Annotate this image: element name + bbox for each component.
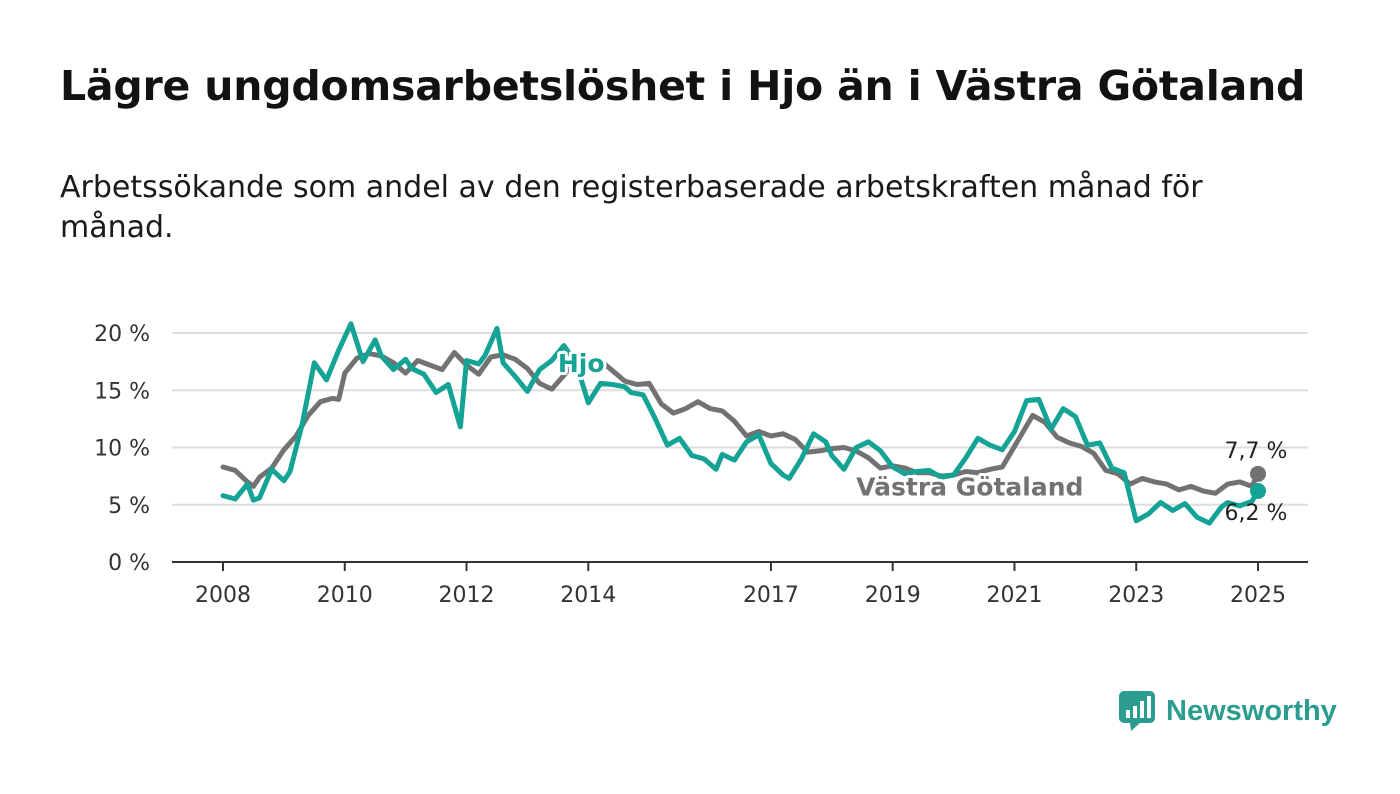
end-value-label-v-stra-g-taland: 7,7 % <box>1225 439 1288 464</box>
series-line-v-stra-g-taland <box>220 350 1261 496</box>
x-tick-label: 2025 <box>1230 583 1286 608</box>
series-label-v-stra-g-taland: Västra Götaland <box>856 473 1083 502</box>
y-tick-label: 15 % <box>94 379 150 404</box>
brand-name: Newsworthy <box>1166 694 1337 727</box>
newsworthy-logo[interactable]: Newsworthy <box>1118 690 1337 732</box>
series-line-hjo <box>220 321 1261 526</box>
y-tick-label: 5 % <box>108 494 150 519</box>
x-tick-label: 2019 <box>865 583 921 608</box>
end-value-label-hjo: 6,2 % <box>1225 501 1288 526</box>
chart-title: Lägre ungdomsarbetslöshet i Hjo än i Väs… <box>60 62 1306 110</box>
y-tick-label: 20 % <box>94 322 150 347</box>
x-tick-label: 2017 <box>743 583 799 608</box>
x-tick-label: 2008 <box>195 583 251 608</box>
end-marker-hjo <box>1250 483 1266 500</box>
y-tick-label: 10 % <box>94 437 150 462</box>
x-tick-label: 2014 <box>560 583 616 608</box>
x-tick-label: 2023 <box>1108 583 1164 608</box>
end-marker-v-stra-g-taland <box>1250 465 1266 482</box>
bar-chart-speech-bubble-icon <box>1119 691 1155 731</box>
x-tick-label: 2012 <box>439 583 495 608</box>
x-tick-label: 2021 <box>986 583 1042 608</box>
x-tick-label: 2010 <box>317 583 373 608</box>
series-label-hjo: Hjo <box>558 349 605 378</box>
chart-subtitle: Arbetssökande som andel av den registerb… <box>60 170 1203 245</box>
y-tick-label: 0 % <box>108 551 150 576</box>
